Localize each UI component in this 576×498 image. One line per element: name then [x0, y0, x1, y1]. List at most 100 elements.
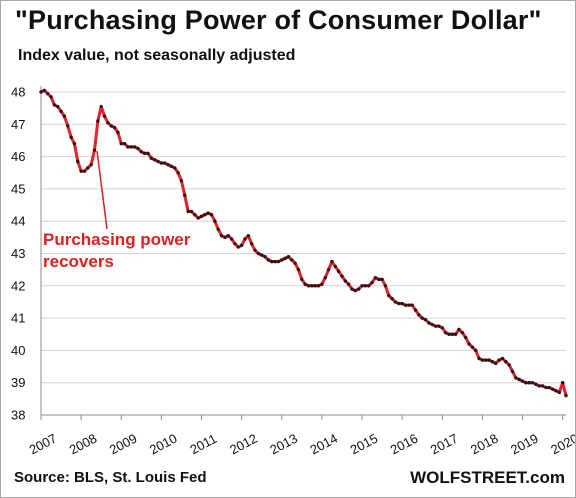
annotation-pointer	[96, 150, 108, 230]
data-point	[423, 318, 428, 322]
data-point	[467, 342, 471, 346]
data-point	[340, 274, 344, 278]
data-point	[447, 332, 451, 336]
data-point	[550, 387, 555, 391]
data-point	[89, 162, 93, 167]
data-point	[524, 381, 528, 385]
data-point	[400, 301, 404, 306]
data-point	[239, 243, 244, 248]
data-point	[196, 216, 200, 220]
data-point	[540, 384, 545, 388]
data-point	[142, 151, 147, 156]
annotation-line-1: Purchasing power	[43, 230, 191, 249]
data-point	[377, 277, 381, 282]
data-point	[373, 276, 378, 280]
data-point	[169, 164, 174, 168]
data-point	[430, 322, 434, 327]
data-point	[42, 88, 47, 93]
data-point	[303, 282, 307, 286]
y-tick-label: 40	[11, 343, 25, 358]
data-point	[112, 125, 117, 130]
data-point	[380, 277, 384, 282]
x-tick-label: 2010	[147, 431, 180, 458]
data-point	[163, 161, 167, 165]
data-point	[356, 287, 361, 291]
data-point	[56, 104, 60, 109]
y-tick-label: 44	[11, 214, 25, 229]
y-tick-label: 48	[11, 85, 25, 100]
data-point	[480, 358, 485, 362]
data-point	[336, 269, 341, 273]
data-point	[62, 114, 67, 118]
data-point	[477, 356, 481, 361]
data-point	[243, 237, 247, 241]
data-point	[129, 145, 133, 149]
data-point	[176, 171, 180, 175]
data-point	[504, 360, 508, 364]
x-tick-label: 2019	[508, 431, 541, 458]
data-point	[45, 91, 50, 96]
data-point	[72, 141, 77, 146]
data-point	[216, 227, 220, 231]
data-point	[193, 213, 197, 217]
data-point	[500, 356, 505, 361]
data-point	[253, 248, 257, 252]
data-point	[189, 209, 194, 214]
data-point	[206, 211, 210, 215]
data-point	[96, 119, 100, 123]
data-point	[487, 358, 491, 362]
data-point	[350, 287, 354, 291]
y-tick-label: 46	[11, 149, 25, 164]
data-point	[126, 145, 130, 149]
x-tick-label: 2020	[548, 431, 575, 458]
series-markers	[39, 88, 568, 398]
x-tick-labels: 2007 2008 2009 2010 2011 2012 2013 2014 2015 2016…	[27, 431, 575, 458]
data-point	[554, 389, 558, 393]
data-point	[463, 335, 468, 340]
data-point	[547, 385, 551, 390]
data-point	[263, 255, 267, 259]
data-point	[59, 109, 63, 114]
data-point	[427, 321, 431, 325]
data-point	[560, 381, 565, 385]
data-point	[219, 234, 224, 238]
data-point	[102, 114, 107, 118]
x-tick-label: 2017	[428, 431, 461, 458]
data-point	[313, 284, 317, 288]
data-point	[397, 301, 401, 306]
data-point	[413, 308, 418, 312]
data-point	[534, 382, 538, 387]
data-point	[333, 264, 337, 269]
data-point	[86, 166, 90, 170]
x-tick-label: 2007	[27, 431, 60, 458]
data-point	[159, 161, 164, 165]
data-point	[450, 332, 455, 336]
x-tick-label: 2011	[188, 431, 220, 457]
data-point	[440, 326, 444, 330]
brand-logo-text: WOLFSTREET.com	[410, 468, 565, 487]
data-point	[203, 213, 207, 217]
data-point	[537, 384, 541, 388]
data-point	[66, 124, 70, 128]
data-point	[417, 313, 421, 317]
data-point	[266, 258, 271, 262]
data-point	[122, 141, 127, 146]
y-tick-label: 41	[11, 311, 25, 326]
data-point	[353, 288, 358, 293]
data-point	[226, 234, 230, 238]
data-point	[507, 363, 511, 367]
x-tick-label: 2009	[107, 431, 140, 458]
data-point	[527, 381, 531, 385]
data-point	[310, 284, 314, 288]
data-point	[233, 242, 237, 246]
data-point	[109, 124, 113, 128]
data-point	[296, 267, 301, 272]
x-tick-label: 2012	[227, 431, 260, 458]
data-point	[490, 360, 495, 364]
data-point	[79, 169, 83, 173]
data-point	[293, 261, 297, 265]
axes	[40, 86, 566, 420]
x-tick-label: 2013	[267, 431, 300, 458]
data-point	[316, 284, 321, 288]
